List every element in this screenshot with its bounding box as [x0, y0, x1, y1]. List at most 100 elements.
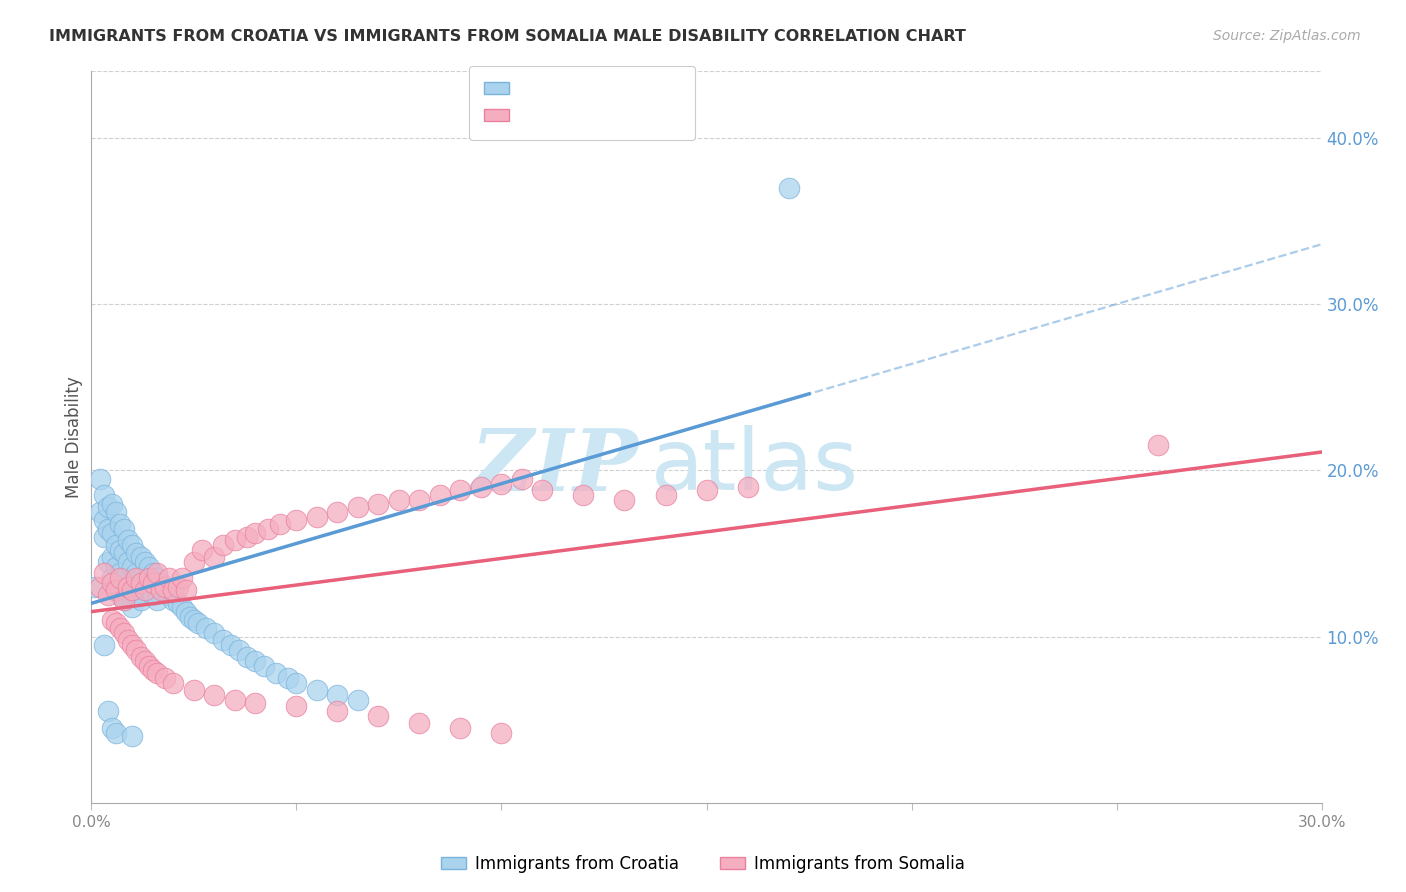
Point — [97, 588, 120, 602]
Point — [285, 699, 308, 714]
Point — [150, 576, 173, 591]
Point — [105, 559, 127, 574]
Point — [470, 480, 492, 494]
Point — [108, 543, 131, 558]
Point — [695, 483, 717, 498]
Point — [170, 571, 193, 585]
Point — [121, 599, 143, 614]
Point — [449, 721, 471, 735]
Point — [105, 538, 127, 552]
Point — [146, 593, 169, 607]
Point — [347, 692, 370, 706]
Point — [101, 526, 124, 541]
Point — [105, 726, 127, 740]
Point — [277, 671, 299, 685]
Point — [146, 566, 169, 581]
Point — [202, 549, 225, 564]
Legend: Immigrants from Croatia, Immigrants from Somalia: Immigrants from Croatia, Immigrants from… — [434, 848, 972, 880]
Point — [174, 605, 197, 619]
Point — [117, 533, 139, 548]
Point — [138, 582, 160, 597]
Point — [187, 616, 209, 631]
Point — [326, 688, 349, 702]
Point — [191, 543, 214, 558]
Point — [142, 663, 165, 677]
Point — [117, 580, 139, 594]
Point — [305, 509, 328, 524]
Text: 74: 74 — [637, 121, 659, 139]
Point — [166, 596, 188, 610]
Text: ZIP: ZIP — [471, 425, 638, 508]
Point — [367, 709, 389, 723]
Point — [138, 559, 160, 574]
Point — [121, 538, 143, 552]
Point — [112, 521, 135, 535]
Point — [228, 643, 250, 657]
Point — [654, 488, 676, 502]
Text: N =: N = — [588, 121, 638, 139]
Point — [183, 682, 205, 697]
Point — [134, 655, 156, 669]
Point — [157, 588, 180, 602]
Point — [112, 626, 135, 640]
Point — [101, 549, 124, 564]
Point — [367, 497, 389, 511]
Point — [510, 472, 533, 486]
Point — [236, 649, 259, 664]
Point — [112, 593, 135, 607]
Point — [101, 613, 124, 627]
Point — [224, 692, 246, 706]
Y-axis label: Male Disability: Male Disability — [65, 376, 83, 498]
Point — [117, 555, 139, 569]
Point — [211, 538, 233, 552]
Text: N =: N = — [588, 90, 638, 108]
Point — [138, 571, 160, 585]
Point — [326, 505, 349, 519]
Point — [219, 638, 242, 652]
Point — [117, 580, 139, 594]
Point — [170, 599, 193, 614]
Point — [449, 483, 471, 498]
Point — [245, 526, 267, 541]
Point — [408, 716, 430, 731]
Point — [253, 659, 276, 673]
Point — [134, 576, 156, 591]
Legend:                             ,                             : , — [470, 66, 696, 140]
Point — [93, 488, 115, 502]
Point — [572, 488, 595, 502]
Point — [1146, 438, 1168, 452]
Text: 0.287: 0.287 — [531, 90, 583, 108]
Point — [93, 566, 115, 581]
Point — [269, 516, 291, 531]
Point — [108, 588, 131, 602]
Point — [84, 580, 107, 594]
Point — [347, 500, 370, 514]
Point — [202, 626, 225, 640]
Point — [93, 638, 115, 652]
Point — [129, 571, 152, 585]
Text: 75: 75 — [637, 90, 659, 108]
Point — [142, 566, 165, 581]
Text: IMMIGRANTS FROM CROATIA VS IMMIGRANTS FROM SOMALIA MALE DISABILITY CORRELATION C: IMMIGRANTS FROM CROATIA VS IMMIGRANTS FR… — [49, 29, 966, 44]
Point — [778, 180, 800, 194]
Point — [121, 729, 143, 743]
Point — [108, 516, 131, 531]
Point — [117, 632, 139, 647]
Point — [150, 582, 173, 597]
Point — [93, 513, 115, 527]
Point — [121, 559, 143, 574]
Point — [285, 676, 308, 690]
Point — [105, 505, 127, 519]
Point — [97, 500, 120, 514]
Point — [134, 555, 156, 569]
Point — [153, 671, 177, 685]
Point — [93, 530, 115, 544]
Point — [129, 649, 152, 664]
Point — [97, 705, 120, 719]
Point — [125, 588, 148, 602]
Point — [429, 488, 451, 502]
Point — [264, 666, 287, 681]
Point — [142, 576, 165, 591]
Text: atlas: atlas — [651, 425, 859, 508]
Point — [179, 609, 201, 624]
